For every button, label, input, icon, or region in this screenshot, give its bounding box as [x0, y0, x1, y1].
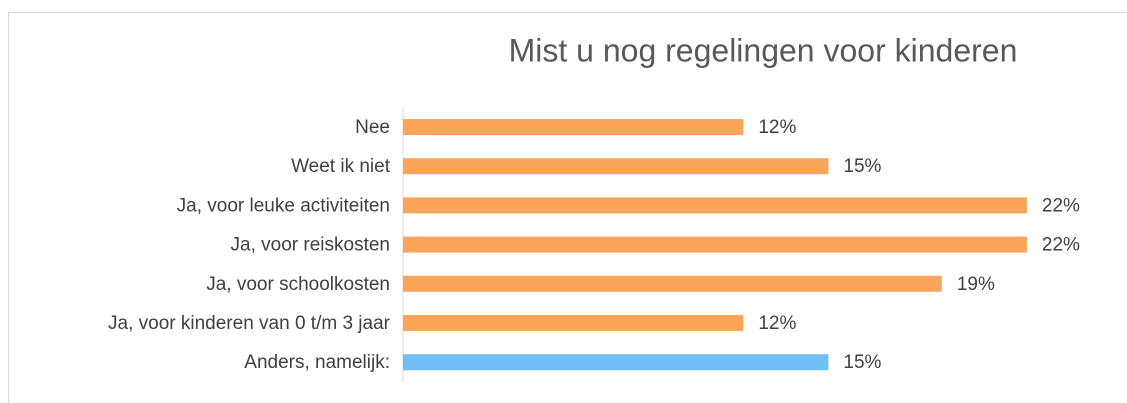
bar — [403, 119, 744, 135]
bar — [403, 236, 1027, 253]
category-label: Weet ik niet — [291, 156, 391, 177]
category-label: Ja, voor reiskosten — [231, 235, 390, 256]
chart-title: Mist u nog regelingen voor kinderen — [509, 32, 1018, 68]
bar — [403, 315, 744, 331]
data-label: 12% — [758, 313, 796, 334]
data-label: 22% — [1042, 195, 1080, 216]
data-label: 22% — [1042, 235, 1080, 256]
bar — [403, 158, 829, 175]
data-label: 19% — [957, 274, 995, 295]
bar — [403, 354, 829, 371]
data-label: 12% — [758, 117, 796, 138]
category-label: Ja, voor leuke activiteiten — [177, 195, 390, 216]
bar — [403, 197, 1027, 214]
category-label: Ja, voor kinderen van 0 t/m 3 jaar — [108, 313, 391, 334]
category-label: Ja, voor schoolkosten — [206, 274, 390, 295]
data-label: 15% — [843, 156, 881, 177]
data-label: 15% — [843, 352, 881, 373]
category-label: Anders, namelijk: — [244, 352, 390, 373]
bar — [403, 275, 942, 292]
category-label: Nee — [355, 117, 390, 138]
